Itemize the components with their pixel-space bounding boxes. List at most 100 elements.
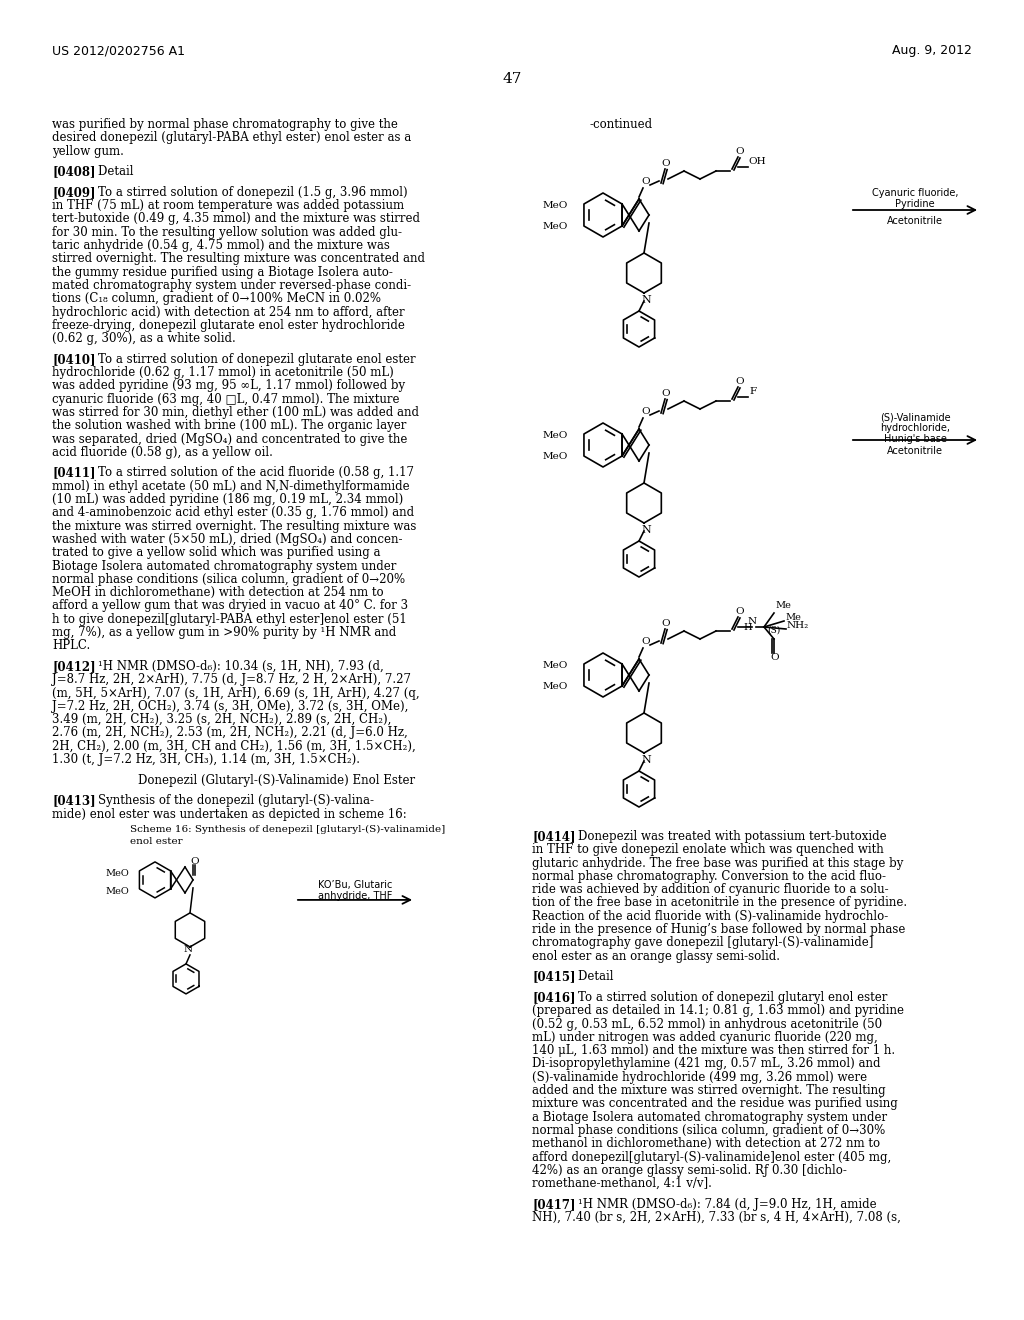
Text: tions (C₁₈ column, gradient of 0→100% MeCN in 0.02%: tions (C₁₈ column, gradient of 0→100% Me… bbox=[52, 292, 381, 305]
Text: OH: OH bbox=[748, 157, 766, 166]
Text: added and the mixture was stirred overnight. The resulting: added and the mixture was stirred overni… bbox=[532, 1084, 886, 1097]
Text: [0417]: [0417] bbox=[532, 1197, 575, 1210]
Text: afford a yellow gum that was dryied in vacuo at 40° C. for 3: afford a yellow gum that was dryied in v… bbox=[52, 599, 409, 612]
Text: 42%) as an orange glassy semi-solid. Rƒ 0.30 [dichlo-: 42%) as an orange glassy semi-solid. Rƒ … bbox=[532, 1164, 847, 1177]
Text: NH₂: NH₂ bbox=[787, 620, 809, 630]
Text: Aug. 9, 2012: Aug. 9, 2012 bbox=[892, 44, 972, 57]
Text: To a stirred solution of donepezil glutaryl enol ester: To a stirred solution of donepezil gluta… bbox=[563, 991, 887, 1005]
Text: Me: Me bbox=[785, 612, 801, 622]
Text: hydrochloride,: hydrochloride, bbox=[880, 422, 950, 433]
Text: [0413]: [0413] bbox=[52, 795, 95, 808]
Text: enol ester as an orange glassy semi-solid.: enol ester as an orange glassy semi-soli… bbox=[532, 949, 780, 962]
Text: ¹H NMR (DMSO-d₆): 10.34 (s, 1H, NH), 7.93 (d,: ¹H NMR (DMSO-d₆): 10.34 (s, 1H, NH), 7.9… bbox=[83, 660, 384, 673]
Text: N: N bbox=[641, 294, 650, 305]
Text: tion of the free base in acetonitrile in the presence of pyridine.: tion of the free base in acetonitrile in… bbox=[532, 896, 907, 909]
Text: O: O bbox=[662, 388, 671, 397]
Text: tert-butoxide (0.49 g, 4.35 mmol) and the mixture was stirred: tert-butoxide (0.49 g, 4.35 mmol) and th… bbox=[52, 213, 420, 226]
Text: Pyridine: Pyridine bbox=[895, 199, 935, 209]
Text: normal phase conditions (silica column, gradient of 0→30%: normal phase conditions (silica column, … bbox=[532, 1123, 886, 1137]
Text: N: N bbox=[748, 616, 757, 626]
Text: O: O bbox=[190, 858, 200, 866]
Text: ¹H NMR (DMSO-d₆): 7.84 (d, J=9.0 Hz, 1H, amide: ¹H NMR (DMSO-d₆): 7.84 (d, J=9.0 Hz, 1H,… bbox=[563, 1197, 877, 1210]
Text: To a stirred solution of the acid fluoride (0.58 g, 1.17: To a stirred solution of the acid fluori… bbox=[83, 466, 414, 479]
Text: To a stirred solution of donepezil (1.5 g, 3.96 mmol): To a stirred solution of donepezil (1.5 … bbox=[83, 186, 408, 199]
Text: mg, 7%), as a yellow gum in >90% purity by ¹H NMR and: mg, 7%), as a yellow gum in >90% purity … bbox=[52, 626, 396, 639]
Text: mixture was concentrated and the residue was purified using: mixture was concentrated and the residue… bbox=[532, 1097, 898, 1110]
Text: O: O bbox=[662, 158, 671, 168]
Text: enol ester: enol ester bbox=[130, 837, 182, 846]
Text: MeO: MeO bbox=[105, 887, 129, 896]
Text: MeO: MeO bbox=[543, 682, 568, 690]
Text: for 30 min. To the resulting yellow solution was added glu-: for 30 min. To the resulting yellow solu… bbox=[52, 226, 402, 239]
Text: ride was achieved by addition of cyanuric fluoride to a solu-: ride was achieved by addition of cyanuri… bbox=[532, 883, 889, 896]
Text: taric anhydride (0.54 g, 4.75 mmol) and the mixture was: taric anhydride (0.54 g, 4.75 mmol) and … bbox=[52, 239, 390, 252]
Text: (0.52 g, 0.53 mL, 6.52 mmol) in anhydrous acetonitrile (50: (0.52 g, 0.53 mL, 6.52 mmol) in anhydrou… bbox=[532, 1018, 882, 1031]
Text: 47: 47 bbox=[503, 73, 521, 86]
Text: mmol) in ethyl acetate (50 mL) and N,N-dimethylformamide: mmol) in ethyl acetate (50 mL) and N,N-d… bbox=[52, 479, 410, 492]
Text: MeO: MeO bbox=[543, 222, 568, 231]
Text: 2.76 (m, 2H, NCH₂), 2.53 (m, 2H, NCH₂), 2.21 (d, J=6.0 Hz,: 2.76 (m, 2H, NCH₂), 2.53 (m, 2H, NCH₂), … bbox=[52, 726, 408, 739]
Text: was added pyridine (93 mg, 95 ∞L, 1.17 mmol) followed by: was added pyridine (93 mg, 95 ∞L, 1.17 m… bbox=[52, 379, 406, 392]
Text: was stirred for 30 min, diethyl ether (100 mL) was added and: was stirred for 30 min, diethyl ether (1… bbox=[52, 407, 419, 418]
Text: O: O bbox=[642, 636, 650, 645]
Text: 3.49 (m, 2H, CH₂), 3.25 (s, 2H, NCH₂), 2.89 (s, 2H, CH₂),: 3.49 (m, 2H, CH₂), 3.25 (s, 2H, NCH₂), 2… bbox=[52, 713, 391, 726]
Text: O: O bbox=[735, 147, 744, 156]
Text: Detail: Detail bbox=[83, 165, 133, 178]
Text: O: O bbox=[642, 407, 650, 416]
Text: was separated, dried (MgSO₄) and concentrated to give the: was separated, dried (MgSO₄) and concent… bbox=[52, 433, 408, 446]
Text: mL) under nitrogen was added cyanuric fluoride (220 mg,: mL) under nitrogen was added cyanuric fl… bbox=[532, 1031, 878, 1044]
Text: Acetonitrile: Acetonitrile bbox=[887, 446, 943, 455]
Text: (0.62 g, 30%), as a white solid.: (0.62 g, 30%), as a white solid. bbox=[52, 333, 236, 345]
Text: -continued: -continued bbox=[590, 117, 653, 131]
Text: the solution washed with brine (100 mL). The organic layer: the solution washed with brine (100 mL).… bbox=[52, 420, 407, 432]
Text: (prepared as detailed in 14.1; 0.81 g, 1.63 mmol) and pyridine: (prepared as detailed in 14.1; 0.81 g, 1… bbox=[532, 1005, 904, 1018]
Text: hydrochloric acid) with detection at 254 nm to afford, after: hydrochloric acid) with detection at 254… bbox=[52, 305, 404, 318]
Text: hydrochloride (0.62 g, 1.17 mmol) in acetonitrile (50 mL): hydrochloride (0.62 g, 1.17 mmol) in ace… bbox=[52, 366, 394, 379]
Text: [0411]: [0411] bbox=[52, 466, 95, 479]
Text: Di-isopropylethylamine (421 mg, 0.57 mL, 3.26 mmol) and: Di-isopropylethylamine (421 mg, 0.57 mL,… bbox=[532, 1057, 881, 1071]
Text: normal phase chromatography. Conversion to the acid fluo-: normal phase chromatography. Conversion … bbox=[532, 870, 886, 883]
Text: O: O bbox=[662, 619, 671, 627]
Text: 1.30 (t, J=7.2 Hz, 3H, CH₃), 1.14 (m, 3H, 1.5×CH₂).: 1.30 (t, J=7.2 Hz, 3H, CH₃), 1.14 (m, 3H… bbox=[52, 754, 360, 766]
Text: h to give donepezil[glutaryl-PABA ethyl ester]enol ester (51: h to give donepezil[glutaryl-PABA ethyl … bbox=[52, 612, 407, 626]
Text: N: N bbox=[641, 755, 650, 766]
Text: O: O bbox=[642, 177, 650, 186]
Text: and 4-aminobenzoic acid ethyl ester (0.35 g, 1.76 mmol) and: and 4-aminobenzoic acid ethyl ester (0.3… bbox=[52, 507, 414, 519]
Text: ride in the presence of Hunig’s base followed by normal phase: ride in the presence of Hunig’s base fol… bbox=[532, 923, 905, 936]
Text: F: F bbox=[749, 388, 756, 396]
Text: To a stirred solution of donepezil glutarate enol ester: To a stirred solution of donepezil gluta… bbox=[83, 352, 416, 366]
Text: Donepezil was treated with potassium tert-butoxide: Donepezil was treated with potassium ter… bbox=[563, 830, 887, 843]
Text: O: O bbox=[771, 652, 779, 661]
Text: Reaction of the acid fluoride with (S)-valinamide hydrochlo-: Reaction of the acid fluoride with (S)-v… bbox=[532, 909, 888, 923]
Text: J=8.7 Hz, 2H, 2×ArH), 7.75 (d, J=8.7 Hz, 2 H, 2×ArH), 7.27: J=8.7 Hz, 2H, 2×ArH), 7.75 (d, J=8.7 Hz,… bbox=[52, 673, 411, 686]
Text: Biotage Isolera automated chromatography system under: Biotage Isolera automated chromatography… bbox=[52, 560, 396, 573]
Text: (10 mL) was added pyridine (186 mg, 0.19 mL, 2.34 mmol): (10 mL) was added pyridine (186 mg, 0.19… bbox=[52, 494, 403, 506]
Text: [0410]: [0410] bbox=[52, 352, 95, 366]
Text: [0415]: [0415] bbox=[532, 970, 575, 983]
Text: (m, 5H, 5×ArH), 7.07 (s, 1H, ArH), 6.69 (s, 1H, ArH), 4.27 (q,: (m, 5H, 5×ArH), 7.07 (s, 1H, ArH), 6.69 … bbox=[52, 686, 420, 700]
Text: afford donepezil[glutaryl-(S)-valinamide]enol ester (405 mg,: afford donepezil[glutaryl-(S)-valinamide… bbox=[532, 1151, 891, 1163]
Text: in THF (75 mL) at room temperature was added potassium: in THF (75 mL) at room temperature was a… bbox=[52, 199, 404, 213]
Text: Scheme 16: Synthesis of denepezil [glutaryl-(S)-valinamide]: Scheme 16: Synthesis of denepezil [gluta… bbox=[130, 825, 445, 834]
Text: in THF to give donepezil enolate which was quenched with: in THF to give donepezil enolate which w… bbox=[532, 843, 884, 857]
Text: (S): (S) bbox=[767, 626, 780, 635]
Text: acid fluoride (0.58 g), as a yellow oil.: acid fluoride (0.58 g), as a yellow oil. bbox=[52, 446, 272, 459]
Text: Acetonitrile: Acetonitrile bbox=[887, 216, 943, 226]
Text: desired donepezil (glutaryl-PABA ethyl ester) enol ester as a: desired donepezil (glutaryl-PABA ethyl e… bbox=[52, 131, 412, 144]
Text: normal phase conditions (silica column, gradient of 0→20%: normal phase conditions (silica column, … bbox=[52, 573, 406, 586]
Text: [0409]: [0409] bbox=[52, 186, 95, 199]
Text: (S)-valinamide hydrochloride (499 mg, 3.26 mmol) were: (S)-valinamide hydrochloride (499 mg, 3.… bbox=[532, 1071, 867, 1084]
Text: cyanuric fluoride (63 mg, 40 □L, 0.47 mmol). The mixture: cyanuric fluoride (63 mg, 40 □L, 0.47 mm… bbox=[52, 392, 399, 405]
Text: yellow gum.: yellow gum. bbox=[52, 145, 124, 157]
Text: MeOH in dichloromethane) with detection at 254 nm to: MeOH in dichloromethane) with detection … bbox=[52, 586, 384, 599]
Text: MeO: MeO bbox=[543, 661, 568, 671]
Text: the mixture was stirred overnight. The resulting mixture was: the mixture was stirred overnight. The r… bbox=[52, 520, 417, 533]
Text: US 2012/0202756 A1: US 2012/0202756 A1 bbox=[52, 44, 185, 57]
Text: the gummy residue purified using a Biotage Isolera auto-: the gummy residue purified using a Biota… bbox=[52, 265, 393, 279]
Text: Donepezil (Glutaryl-(S)-Valinamide) Enol Ester: Donepezil (Glutaryl-(S)-Valinamide) Enol… bbox=[138, 774, 416, 787]
Text: MeO: MeO bbox=[543, 201, 568, 210]
Text: washed with water (5×50 mL), dried (MgSO₄) and concen-: washed with water (5×50 mL), dried (MgSO… bbox=[52, 533, 402, 546]
Text: MeO: MeO bbox=[543, 451, 568, 461]
Text: anhydride, THF: anhydride, THF bbox=[317, 891, 392, 902]
Text: stirred overnight. The resulting mixture was concentrated and: stirred overnight. The resulting mixture… bbox=[52, 252, 425, 265]
